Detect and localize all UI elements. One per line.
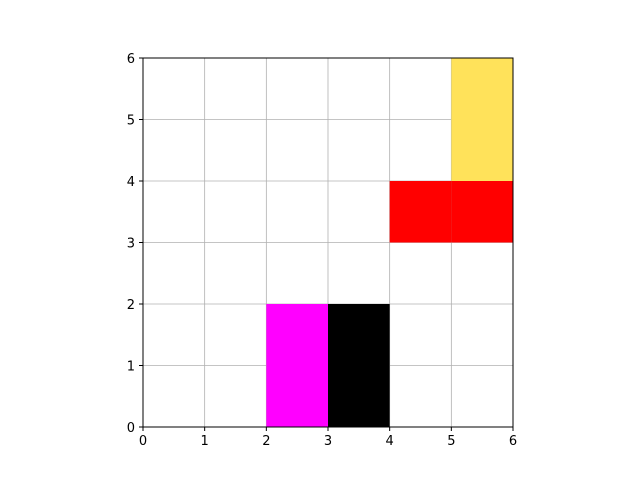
magenta-piece-cell[interactable]: [266, 365, 328, 428]
y-tick-label: 5: [127, 114, 135, 129]
x-tick-label: 1: [201, 434, 209, 449]
y-tick-label: 4: [127, 175, 135, 190]
red-piece-cell[interactable]: [451, 181, 513, 243]
y-tick-label: 6: [127, 52, 135, 67]
x-tick-label: 0: [139, 434, 147, 449]
x-tick-label: 2: [262, 434, 270, 449]
x-tick-label: 5: [447, 434, 455, 449]
y-tick-label: 1: [127, 360, 135, 375]
y-tick-label: 3: [127, 237, 135, 252]
magenta-piece-cell[interactable]: [266, 304, 328, 366]
x-tick-label: 6: [509, 434, 517, 449]
black-piece-cell[interactable]: [328, 365, 390, 428]
pieces: [266, 58, 513, 427]
x-tick-label: 3: [324, 434, 332, 449]
y-tick-label: 2: [127, 298, 135, 313]
red-piece-cell[interactable]: [389, 181, 452, 243]
y-tick-label: 0: [127, 421, 135, 436]
x-axis-ticks: 0 1 2 3 4 5 6: [139, 427, 517, 449]
yellow-piece-cell[interactable]: [451, 119, 513, 182]
x-tick-label: 4: [386, 434, 394, 449]
y-axis-ticks: 0 1 2 3 4 5 6: [127, 52, 143, 436]
yellow-piece-cell[interactable]: [451, 58, 513, 120]
black-piece-cell[interactable]: [328, 304, 390, 366]
